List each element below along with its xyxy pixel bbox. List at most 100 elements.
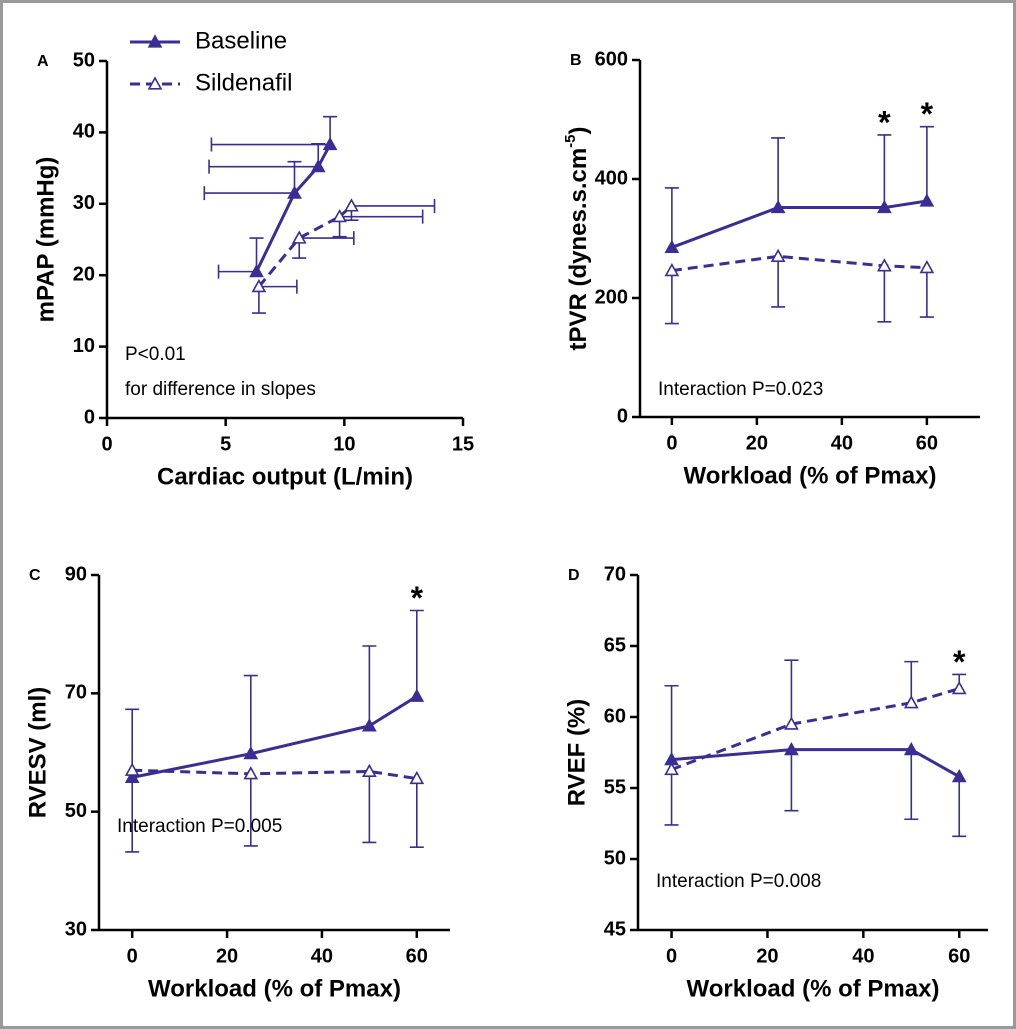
series-line bbox=[131, 695, 418, 779]
x-error-bar bbox=[217, 264, 257, 279]
y-tick-label: 45 bbox=[604, 918, 626, 940]
y-error-bar bbox=[771, 137, 786, 208]
legend-label: Baseline bbox=[195, 27, 287, 54]
data-point bbox=[362, 763, 377, 778]
annotation: Interaction P=0.008 bbox=[656, 871, 821, 892]
y-tick-label: 10 bbox=[73, 335, 95, 357]
y-axis-label: RVEF (%) bbox=[563, 699, 590, 807]
panel-label: A bbox=[37, 53, 49, 70]
legend-marker bbox=[147, 34, 163, 48]
x-axis-label: Workload (% of Pmax) bbox=[684, 462, 937, 489]
series-line bbox=[255, 143, 332, 273]
data-point bbox=[903, 742, 919, 756]
x-tick-label: 0 bbox=[666, 432, 677, 454]
y-tick-label: 50 bbox=[604, 847, 626, 869]
x-error-bar bbox=[208, 159, 319, 174]
series-line bbox=[132, 768, 418, 781]
x-tick-label: 40 bbox=[311, 945, 333, 967]
data-point bbox=[287, 185, 302, 199]
annotation: for difference in slopes bbox=[125, 379, 316, 400]
data-point bbox=[770, 248, 786, 262]
x-tick-label: 0 bbox=[127, 945, 138, 967]
y-error-bar bbox=[904, 749, 919, 821]
data-point bbox=[877, 199, 892, 214]
y-error-bar bbox=[125, 770, 140, 853]
data-point bbox=[310, 159, 326, 173]
x-tick-label: 40 bbox=[852, 945, 874, 967]
significance-marker: * bbox=[953, 644, 966, 680]
x-tick-label: 40 bbox=[831, 432, 853, 454]
data-point bbox=[784, 742, 799, 756]
y-error-bar bbox=[784, 749, 799, 812]
annotation: P<0.01 bbox=[125, 344, 186, 365]
x-error-bar bbox=[339, 209, 424, 224]
y-error-bar bbox=[877, 265, 892, 323]
y-error-bar bbox=[952, 776, 967, 838]
annotation: Interaction P=0.023 bbox=[658, 379, 823, 400]
y-error-bar bbox=[664, 270, 679, 325]
x-tick-label: 0 bbox=[101, 433, 112, 455]
panel-label: C bbox=[29, 567, 41, 584]
x-error-bar bbox=[210, 137, 331, 152]
data-point bbox=[344, 198, 359, 212]
y-error-bar bbox=[664, 187, 679, 248]
y-tick-label: 50 bbox=[65, 800, 87, 822]
y-tick-label: 20 bbox=[73, 263, 95, 285]
data-point bbox=[664, 262, 680, 277]
y-tick-label: 65 bbox=[604, 634, 626, 656]
y-error-bar bbox=[409, 778, 424, 848]
data-point bbox=[124, 762, 140, 776]
x-tick-label: 60 bbox=[948, 945, 970, 967]
y-axis-label-part: tPVR (dynes.s.cm bbox=[565, 148, 592, 351]
series-line bbox=[671, 748, 960, 778]
y-error-bar bbox=[362, 771, 377, 844]
y-error-bar bbox=[664, 684, 679, 770]
data-point bbox=[249, 263, 264, 278]
data-point bbox=[243, 766, 259, 780]
y-error-bar bbox=[771, 256, 786, 308]
y-error-bar bbox=[919, 125, 934, 202]
y-tick-label: 90 bbox=[65, 563, 87, 585]
y-error-bar bbox=[919, 267, 934, 318]
panel-label: D bbox=[568, 567, 580, 584]
series-line bbox=[671, 199, 928, 249]
data-point bbox=[332, 209, 347, 223]
data-point bbox=[409, 688, 425, 702]
x-tick-label: 20 bbox=[216, 945, 238, 967]
y-tick-label: 70 bbox=[604, 563, 626, 585]
x-tick-label: 60 bbox=[916, 432, 938, 454]
data-point bbox=[362, 718, 377, 732]
data-point bbox=[243, 746, 259, 760]
x-axis-label: Workload (% of Pmax) bbox=[687, 975, 940, 1002]
y-error-bar bbox=[409, 609, 424, 697]
significance-marker: * bbox=[878, 104, 891, 140]
x-error-bar bbox=[203, 186, 295, 201]
legend-label: Sildenafil bbox=[195, 69, 292, 96]
y-tick-label: 55 bbox=[604, 776, 626, 798]
y-error-bar bbox=[877, 134, 892, 208]
y-error-bar bbox=[784, 659, 799, 725]
series-line bbox=[671, 687, 960, 771]
y-tick-label: 40 bbox=[73, 121, 95, 143]
significance-marker: * bbox=[921, 96, 934, 132]
data-point bbox=[770, 199, 786, 214]
data-point bbox=[251, 278, 267, 293]
y-tick-label: 400 bbox=[595, 167, 628, 189]
significance-marker: * bbox=[411, 580, 424, 616]
y-tick-label: 50 bbox=[73, 49, 95, 71]
data-point bbox=[664, 761, 679, 776]
panel-label: B bbox=[570, 52, 582, 69]
data-point bbox=[291, 230, 307, 244]
x-tick-label: 15 bbox=[452, 433, 474, 455]
y-error-bar bbox=[243, 773, 258, 847]
y-axis-label: mPAP (mmHg) bbox=[32, 157, 59, 323]
legend-marker bbox=[147, 76, 163, 90]
series-line bbox=[671, 254, 927, 273]
data-point bbox=[322, 136, 338, 151]
data-point bbox=[903, 695, 919, 709]
data-point bbox=[951, 768, 967, 783]
x-tick-label: 20 bbox=[746, 432, 768, 454]
